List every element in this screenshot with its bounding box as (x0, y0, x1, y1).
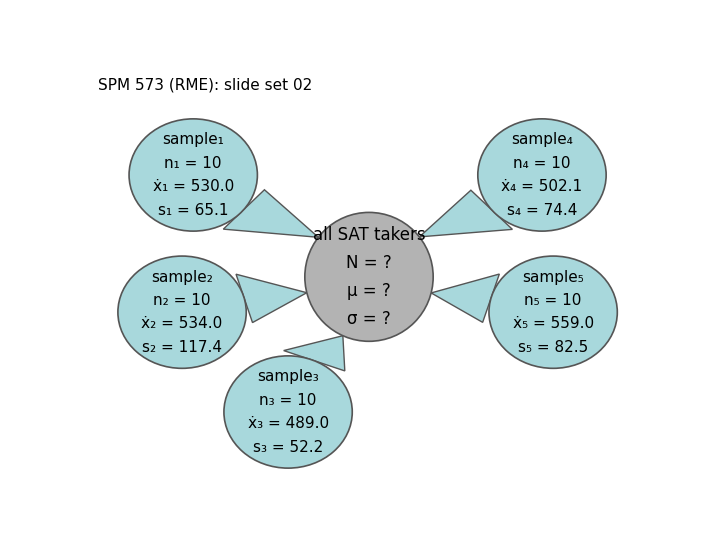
Ellipse shape (489, 256, 617, 368)
Text: sample₃
n₃ = 10
ẋ₃ = 489.0
s₃ = 52.2: sample₃ n₃ = 10 ẋ₃ = 489.0 s₃ = 52.2 (248, 369, 328, 455)
Polygon shape (431, 274, 500, 322)
Text: sample₅
n₅ = 10
ẋ₅ = 559.0
s₅ = 82.5: sample₅ n₅ = 10 ẋ₅ = 559.0 s₅ = 82.5 (513, 269, 594, 355)
Polygon shape (419, 190, 513, 237)
Text: SPM 573 (RME): slide set 02: SPM 573 (RME): slide set 02 (99, 77, 312, 92)
Text: sample₂
n₂ = 10
ẋ₂ = 534.0
s₂ = 117.4: sample₂ n₂ = 10 ẋ₂ = 534.0 s₂ = 117.4 (141, 269, 222, 355)
Text: sample₁
n₁ = 10
ẋ₁ = 530.0
s₁ = 65.1: sample₁ n₁ = 10 ẋ₁ = 530.0 s₁ = 65.1 (153, 132, 234, 218)
Ellipse shape (129, 119, 258, 231)
Polygon shape (223, 190, 318, 237)
Text: all SAT takers
N = ?
μ = ?
σ = ?: all SAT takers N = ? μ = ? σ = ? (312, 226, 426, 328)
Polygon shape (284, 336, 345, 371)
Ellipse shape (478, 119, 606, 231)
Polygon shape (236, 274, 307, 322)
Ellipse shape (224, 356, 352, 468)
Ellipse shape (118, 256, 246, 368)
Text: sample₄
n₄ = 10
ẋ₄ = 502.1
s₄ = 74.4: sample₄ n₄ = 10 ẋ₄ = 502.1 s₄ = 74.4 (501, 132, 582, 218)
Ellipse shape (305, 212, 433, 341)
